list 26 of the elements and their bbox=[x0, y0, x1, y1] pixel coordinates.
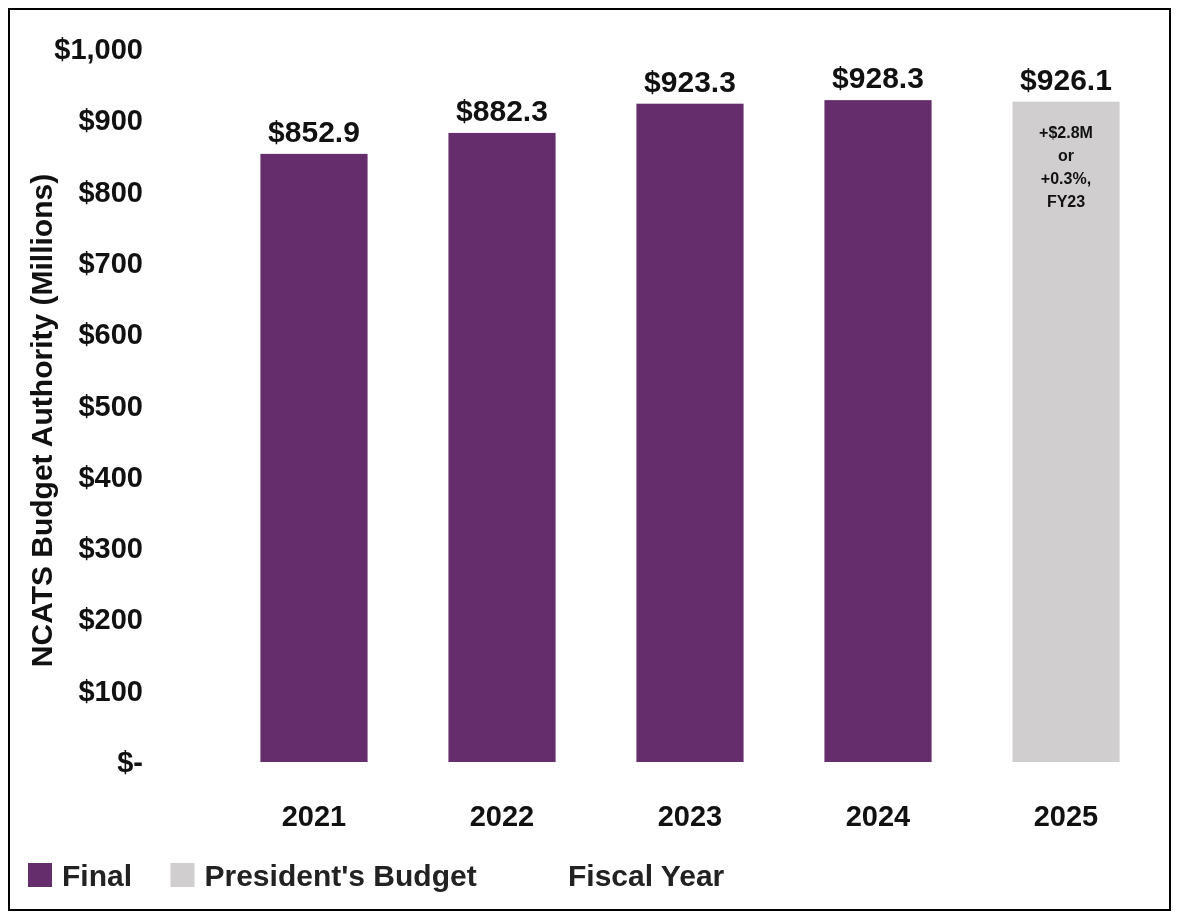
y-tick-label: $700 bbox=[78, 246, 143, 279]
data-label: $882.3 bbox=[456, 93, 548, 127]
x-tick-label: 2022 bbox=[469, 800, 535, 832]
y-tick-label: $- bbox=[117, 746, 143, 778]
legend-label: President's Budget bbox=[204, 859, 477, 892]
data-label: $852.9 bbox=[268, 114, 360, 148]
x-tick-label: 2024 bbox=[845, 800, 911, 832]
y-tick-label: $900 bbox=[78, 104, 143, 137]
y-axis-title: NCATS Budget Authority (Millions) bbox=[25, 173, 58, 668]
data-label: $926.1 bbox=[1020, 62, 1112, 96]
data-label: $923.3 bbox=[644, 64, 736, 98]
y-tick-label: $1,000 bbox=[54, 33, 143, 65]
y-tick-label: $400 bbox=[78, 460, 143, 493]
y-tick-label: $800 bbox=[78, 175, 143, 208]
y-tick-label: $500 bbox=[78, 389, 143, 422]
data-label: $928.3 bbox=[832, 61, 924, 95]
y-tick-label: $200 bbox=[78, 603, 143, 636]
x-tick-label: 2025 bbox=[1033, 800, 1099, 832]
x-tick-label: 2021 bbox=[281, 800, 347, 832]
x-tick-label: 2023 bbox=[657, 800, 723, 832]
y-tick-label: $600 bbox=[78, 318, 143, 351]
annotation: +$2.8M or +0.3%, FY23 bbox=[1039, 123, 1093, 210]
legend-label: Final bbox=[62, 859, 133, 892]
y-tick-label: $300 bbox=[78, 532, 143, 565]
x-axis-title: Fiscal Year bbox=[568, 859, 725, 892]
y-tick-label: $100 bbox=[78, 674, 143, 707]
